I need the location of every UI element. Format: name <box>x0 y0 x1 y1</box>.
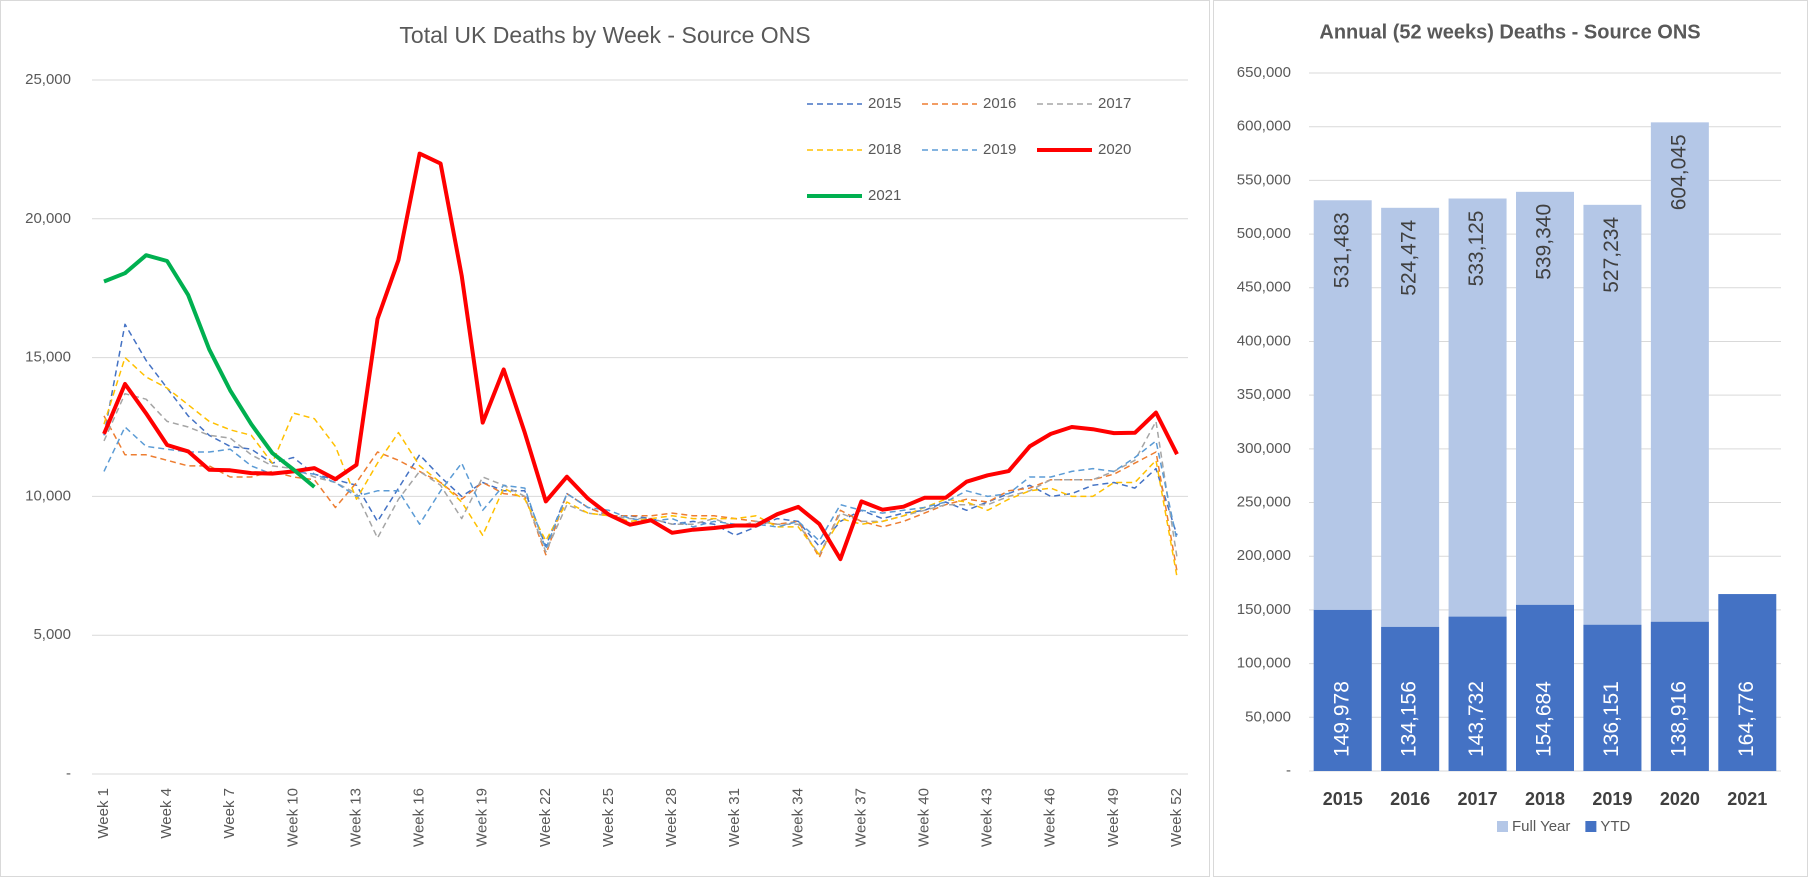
legend-label: 2017 <box>1098 95 1131 112</box>
y-tick-label: 10,000 <box>25 487 71 504</box>
bar <box>1516 604 1574 771</box>
y-tick-label: 15,000 <box>25 349 71 366</box>
y-tick-label: 50,000 <box>1245 708 1291 725</box>
y-tick-label: - <box>66 765 71 782</box>
series-line <box>102 151 1179 562</box>
y-tick-label: 5,000 <box>33 626 71 643</box>
x-tick-label: Week 22 <box>537 788 554 847</box>
y-tick-label: 500,000 <box>1237 225 1291 242</box>
bar <box>1718 594 1777 771</box>
data-label: 527,234 <box>1600 217 1623 293</box>
y-tick-label: 600,000 <box>1237 118 1291 135</box>
legend-label: 2015 <box>868 95 901 112</box>
bar <box>1448 616 1507 771</box>
y-tick-label: 650,000 <box>1237 64 1291 81</box>
bar <box>1381 626 1440 771</box>
x-tick-label: Week 52 <box>1168 788 1185 847</box>
x-tick-label: 2015 <box>1323 789 1363 809</box>
legend-label: 2021 <box>868 187 901 204</box>
data-label: 604,045 <box>1667 134 1690 210</box>
chart-title: Total UK Deaths by Week - Source ONS <box>399 22 810 48</box>
x-tick-label: Week 28 <box>663 788 680 847</box>
data-label: 143,732 <box>1465 681 1488 757</box>
legend-swatch <box>1497 821 1508 832</box>
y-tick-label: 300,000 <box>1237 440 1291 457</box>
data-label: 134,156 <box>1398 681 1421 757</box>
data-label: 539,340 <box>1533 204 1556 280</box>
data-label: 531,483 <box>1330 212 1353 288</box>
x-tick-label: 2018 <box>1525 789 1565 809</box>
legend-label: 2019 <box>983 141 1016 158</box>
data-label: 533,125 <box>1465 211 1488 287</box>
y-tick-label: 100,000 <box>1237 655 1291 672</box>
x-tick-label: Week 1 <box>95 788 112 839</box>
x-tick-label: 2017 <box>1458 789 1498 809</box>
y-tick-label: 400,000 <box>1237 332 1291 349</box>
x-tick-label: Week 19 <box>474 788 491 847</box>
x-tick-label: Week 7 <box>221 788 238 839</box>
x-tick-label: Week 49 <box>1105 788 1122 847</box>
x-tick-label: 2020 <box>1660 789 1700 809</box>
y-tick-label: 150,000 <box>1237 601 1291 618</box>
legend-label: YTD <box>1600 818 1630 835</box>
x-tick-label: Week 46 <box>1042 788 1059 847</box>
data-label: 136,151 <box>1600 681 1623 757</box>
y-tick-label: 200,000 <box>1237 547 1291 564</box>
legend-label: Full Year <box>1512 818 1570 835</box>
data-label: 164,776 <box>1735 681 1758 757</box>
chart-title: Annual (52 weeks) Deaths - Source ONS <box>1319 21 1700 43</box>
bar <box>1650 621 1709 771</box>
x-tick-label: Week 4 <box>158 788 175 839</box>
data-label: 154,684 <box>1533 681 1556 757</box>
bar <box>1583 624 1642 771</box>
series-line <box>103 356 1178 578</box>
bar <box>1313 609 1372 771</box>
x-tick-label: Week 34 <box>789 788 806 847</box>
y-tick-label: 20,000 <box>25 210 71 227</box>
data-label: 149,978 <box>1330 681 1353 757</box>
data-label: 138,916 <box>1667 681 1690 757</box>
x-tick-label: 2021 <box>1727 789 1767 809</box>
legend-label: 2020 <box>1098 141 1131 158</box>
x-tick-label: Week 25 <box>600 788 617 847</box>
series-line <box>103 253 316 489</box>
x-tick-label: 2016 <box>1390 789 1430 809</box>
x-tick-label: Week 40 <box>915 788 932 847</box>
legend-label: 2016 <box>983 95 1016 112</box>
y-tick-label: 550,000 <box>1237 171 1291 188</box>
legend-label: 2018 <box>868 141 901 158</box>
x-tick-label: 2019 <box>1592 789 1632 809</box>
y-tick-label: 25,000 <box>25 71 71 88</box>
y-tick-label: - <box>1286 762 1291 779</box>
legend-swatch <box>1585 821 1597 832</box>
y-tick-label: 450,000 <box>1237 279 1291 296</box>
y-tick-label: 250,000 <box>1237 494 1291 511</box>
series-line <box>103 392 1178 558</box>
left-panel <box>0 0 1210 877</box>
x-tick-label: Week 13 <box>347 788 364 847</box>
x-tick-label: Week 10 <box>284 788 301 847</box>
x-tick-label: Week 31 <box>726 788 743 847</box>
y-tick-label: 350,000 <box>1237 386 1291 403</box>
x-tick-label: Week 43 <box>979 788 996 847</box>
x-tick-label: Week 37 <box>852 788 869 847</box>
x-tick-label: Week 16 <box>411 788 428 847</box>
data-label: 524,474 <box>1398 219 1421 295</box>
